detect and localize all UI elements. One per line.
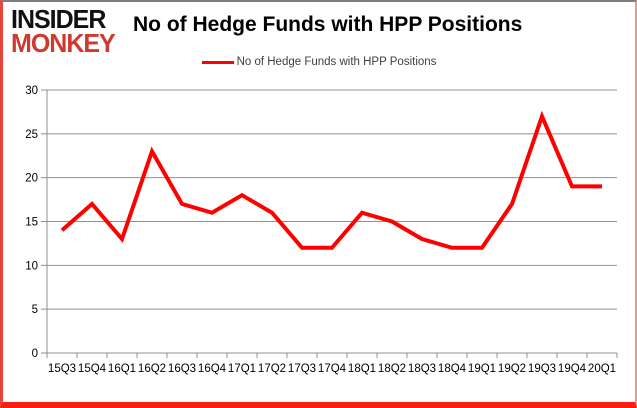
x-tick-label: 20Q1 (588, 363, 616, 375)
y-tick-label: 25 (25, 129, 38, 141)
x-tick-label: 19Q2 (498, 363, 526, 375)
x-tick-label: 18Q3 (408, 363, 436, 375)
y-tick-label: 10 (25, 260, 38, 272)
x-tick-label: 16Q1 (108, 363, 136, 375)
legend-line-swatch (201, 60, 234, 64)
logo-text-insider: INSIDER (11, 4, 106, 35)
x-tick-label: 17Q4 (318, 363, 347, 375)
x-tick-label: 17Q1 (228, 363, 256, 375)
x-tick-label: 15Q4 (78, 363, 107, 375)
y-tick-label: 15 (25, 217, 38, 229)
x-tick-label: 16Q2 (138, 363, 166, 375)
x-tick-label: 19Q1 (468, 363, 496, 375)
chart-legend: No of Hedge Funds with HPP Positions (3, 56, 635, 68)
y-tick-label: 0 (32, 348, 38, 360)
y-tick-label: 5 (32, 304, 38, 316)
x-tick-label: 15Q3 (48, 363, 76, 375)
x-tick-label: 18Q2 (378, 363, 406, 375)
logo-text-monkey: MONKEY (11, 29, 116, 59)
x-tick-label: 19Q3 (528, 363, 556, 375)
chart-title: No of Hedge Funds with HPP Positions (133, 13, 523, 36)
x-tick-label: 18Q4 (438, 363, 467, 375)
x-tick-label: 17Q2 (258, 363, 286, 375)
y-tick-label: 30 (25, 85, 38, 97)
x-tick-label: 18Q1 (348, 363, 376, 375)
y-tick-label: 20 (25, 173, 38, 185)
x-tick-label: 19Q4 (558, 363, 587, 375)
insider-monkey-logo: INSIDER MONKEY (11, 4, 131, 59)
x-tick-label: 16Q3 (168, 363, 196, 375)
series-line-hedge-funds (60, 110, 602, 250)
legend-label: No of Hedge Funds with HPP Positions (236, 56, 437, 68)
x-tick-label: 17Q3 (288, 363, 316, 375)
x-tick-label: 16Q4 (198, 363, 227, 375)
